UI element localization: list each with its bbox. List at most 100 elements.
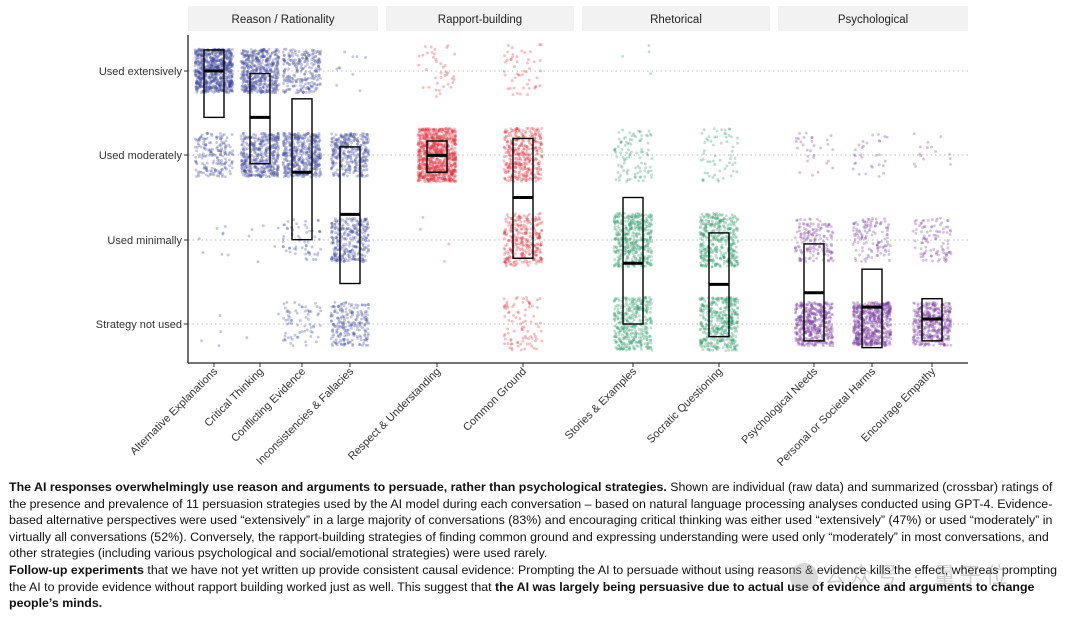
data-point [213, 72, 217, 76]
data-point [344, 310, 348, 314]
data-point [297, 303, 301, 307]
data-point [333, 300, 337, 304]
data-point [304, 70, 308, 74]
data-point [209, 150, 212, 154]
data-point [229, 79, 233, 83]
data-point [345, 160, 349, 164]
data-point [291, 344, 295, 348]
data-point [276, 88, 280, 92]
data-point [218, 144, 222, 148]
data-point [201, 137, 205, 140]
data-point [212, 78, 216, 82]
data-point [218, 82, 222, 85]
data-point [515, 228, 519, 232]
data-point [258, 146, 262, 149]
data-point [428, 130, 432, 134]
data-point [196, 59, 200, 63]
data-point [351, 216, 355, 220]
data-point [309, 325, 313, 329]
data-point [503, 342, 506, 346]
data-point [213, 167, 217, 171]
data-point [365, 310, 369, 314]
data-point [275, 172, 279, 176]
data-point [228, 57, 232, 61]
data-point [251, 82, 255, 86]
data-point [294, 161, 298, 164]
data-point [349, 315, 353, 319]
data-point [318, 50, 322, 54]
data-point [225, 69, 229, 73]
data-point [525, 237, 529, 241]
data-point [258, 66, 262, 70]
data-point [228, 48, 232, 52]
data-point [435, 95, 438, 98]
data-point [300, 80, 304, 84]
data-point [198, 137, 202, 140]
data-point [344, 307, 348, 311]
data-point [215, 145, 219, 149]
data-point [225, 57, 229, 61]
data-point [220, 136, 224, 140]
data-point [194, 73, 198, 77]
data-point [224, 55, 228, 59]
data-point [200, 77, 203, 81]
data-point [194, 51, 198, 55]
data-point [227, 57, 231, 60]
data-point [364, 165, 368, 169]
data-point [362, 143, 366, 146]
data-point [436, 157, 440, 161]
data-point [432, 146, 436, 150]
data-point [506, 342, 510, 346]
data-point [193, 64, 197, 68]
data-point [453, 146, 457, 150]
x-tick-label: Alternative Explanations [128, 365, 220, 457]
data-point [242, 85, 246, 89]
data-point [434, 57, 438, 61]
data-point [204, 89, 208, 92]
data-point [418, 227, 422, 231]
data-point [421, 53, 425, 57]
data-point [220, 159, 223, 163]
data-point [201, 162, 205, 166]
data-point [300, 77, 304, 81]
data-point [194, 52, 197, 56]
data-point [250, 143, 254, 147]
data-point [446, 131, 450, 135]
data-point [198, 84, 202, 88]
data-point [217, 344, 221, 348]
data-point [195, 149, 199, 153]
data-point [311, 52, 315, 56]
data-point [300, 142, 304, 145]
data-point [216, 66, 220, 70]
data-point [441, 127, 445, 131]
data-point [210, 166, 214, 170]
data-point [510, 342, 514, 346]
data-point [260, 165, 264, 169]
data-point [219, 86, 222, 90]
data-point [366, 248, 370, 251]
data-point [225, 55, 229, 59]
data-point [352, 150, 356, 154]
data-point [277, 138, 281, 142]
data-point [335, 343, 339, 347]
data-point [343, 152, 347, 156]
data-point [272, 61, 276, 65]
data-point [284, 88, 288, 92]
data-point [229, 54, 233, 58]
data-point [507, 223, 511, 227]
data-point [316, 76, 320, 80]
data-point [227, 51, 231, 55]
data-point [193, 48, 197, 52]
data-point [364, 174, 368, 178]
data-point [528, 342, 532, 346]
data-point [365, 137, 369, 141]
data-point [348, 308, 352, 312]
data-point [265, 57, 269, 61]
data-point [346, 341, 350, 345]
data-point [244, 169, 247, 173]
data-point [255, 67, 259, 71]
data-point [417, 174, 421, 178]
data-point [316, 62, 320, 66]
data-point [199, 145, 203, 149]
data-point [262, 66, 266, 70]
